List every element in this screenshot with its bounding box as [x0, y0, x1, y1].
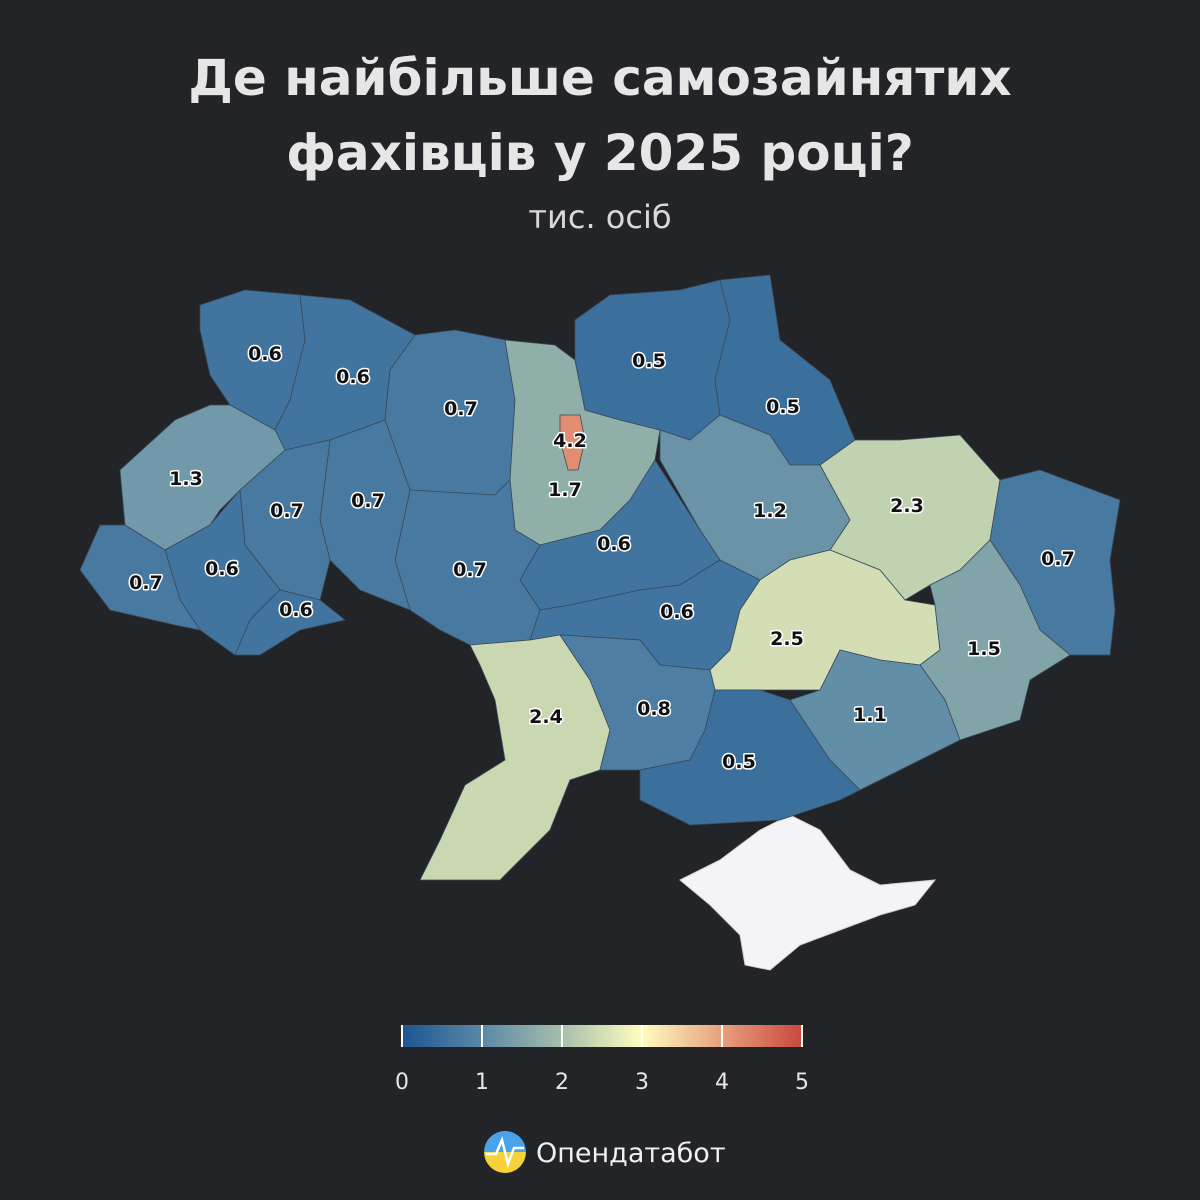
value-label: 0.7: [453, 559, 487, 581]
title-line: Де найбільше самозайнятих: [188, 49, 1011, 107]
logo-pulse: [486, 1136, 524, 1169]
value-label: 0.6: [279, 599, 313, 621]
value-label: 2.3: [890, 495, 924, 517]
colorbar-tick-label: 3: [635, 1070, 649, 1095]
value-label: 0.6: [248, 343, 282, 365]
subtitle: тис. осіб: [528, 198, 671, 236]
region: [79, 524, 201, 631]
region: [919, 539, 1071, 741]
value-label: 4.2: [553, 430, 587, 452]
value-label: 0.5: [766, 396, 800, 418]
brand: Опендатабот: [536, 1138, 726, 1169]
region: [419, 634, 611, 881]
value-label: 0.7: [1041, 548, 1075, 570]
map: 0.6 0.6 0.7 1.7 4.2 0.5 0.5 2.3 0.7 1.2 0.6 0.7 0.7 0…: [79, 274, 1121, 881]
value-label: 0.6: [205, 558, 239, 580]
value-label: 0.6: [660, 601, 694, 623]
title-line: фахівців у 2025 році?: [286, 124, 914, 182]
crimea: [679, 814, 937, 971]
value-label: 0.6: [597, 533, 631, 555]
value-label: 0.5: [632, 350, 666, 372]
value-label: 1.3: [169, 468, 203, 490]
value-label: 1.2: [753, 500, 787, 522]
value-label: 2.4: [529, 706, 563, 728]
colorbar-fill: [402, 1025, 802, 1047]
region: [234, 589, 346, 656]
colorbar-tick-label: 0: [395, 1070, 409, 1095]
value-label: 0.5: [722, 751, 756, 773]
colorbar-tick-label: 4: [715, 1070, 729, 1095]
colorbar-tick-label: 5: [795, 1070, 809, 1095]
value-label: 0.6: [336, 366, 370, 388]
colorbar-tick-label: 2: [555, 1070, 569, 1095]
colorbar: 0 1 2 3 4 5: [395, 1025, 809, 1095]
value-label: 0.7: [129, 572, 163, 594]
value-label: 1.5: [967, 638, 1001, 660]
value-label: 0.7: [351, 490, 385, 512]
colorbar-tick-label: 1: [475, 1070, 489, 1095]
value-label: 1.1: [853, 704, 887, 726]
value-label: 2.5: [770, 628, 804, 650]
value-label: 0.8: [637, 698, 671, 720]
value-label: 0.7: [444, 398, 478, 420]
region: [559, 414, 586, 471]
region: [639, 689, 861, 826]
value-label: 0.7: [270, 500, 304, 522]
value-label: 1.7: [548, 479, 582, 501]
